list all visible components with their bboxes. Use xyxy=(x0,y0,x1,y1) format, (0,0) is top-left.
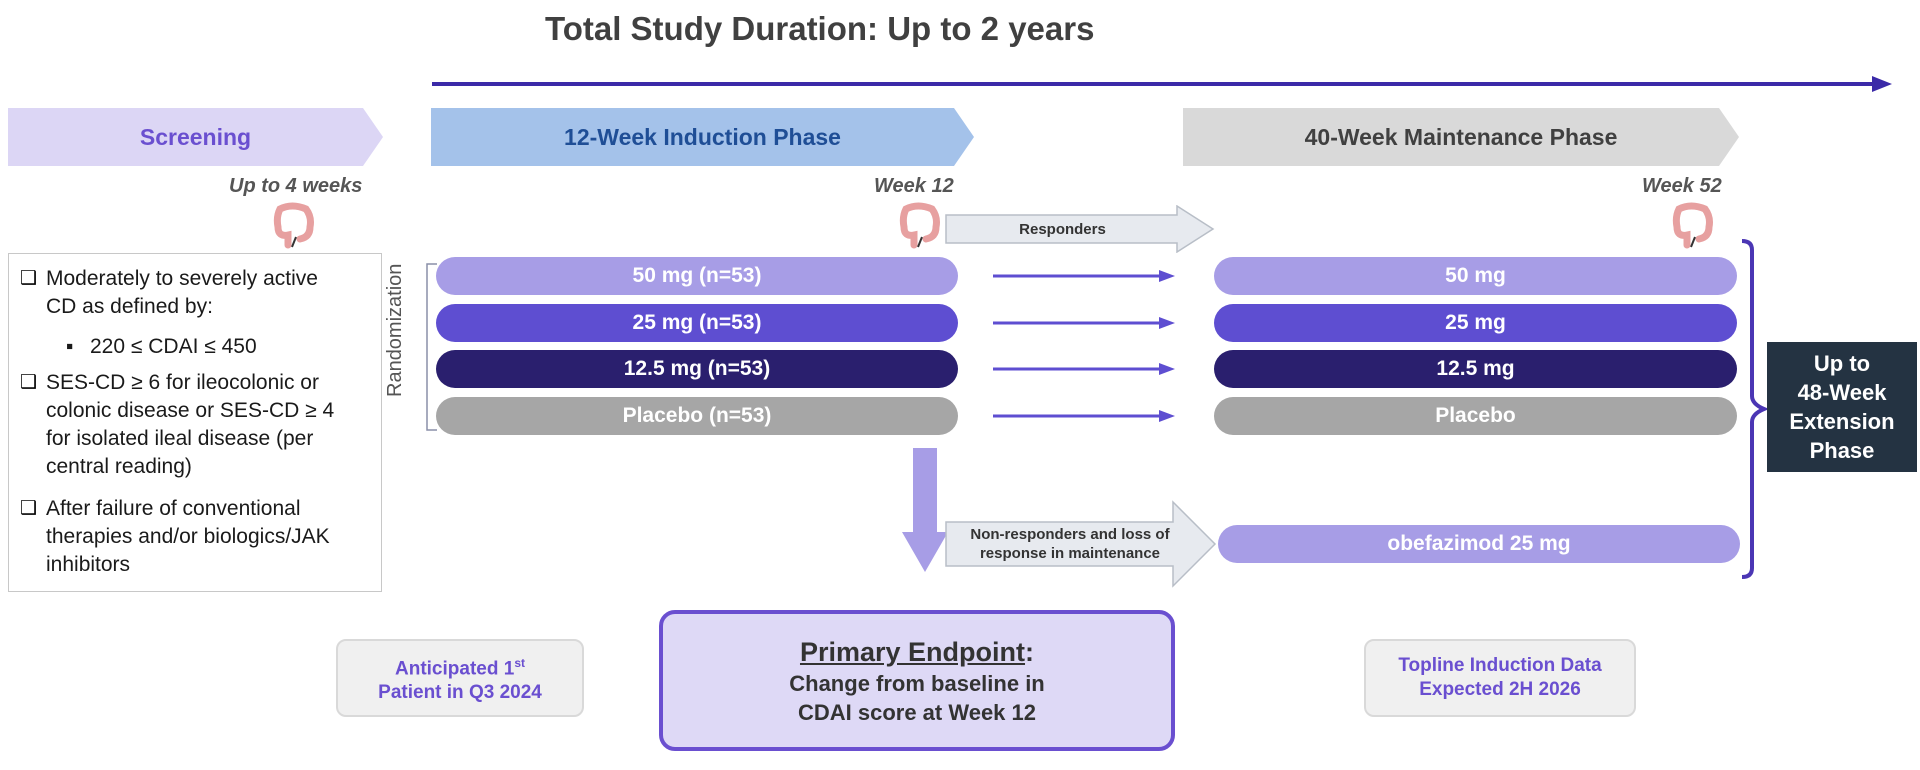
primary-endpoint-heading: Primary Endpoint xyxy=(799,636,1026,667)
arrow-icon xyxy=(993,317,1175,329)
week-12-label: Week 12 xyxy=(874,175,954,197)
induction-arm-placebo: Placebo (n=53) xyxy=(436,397,958,435)
induction-phase-label: 12-Week Induction Phase xyxy=(564,123,841,150)
criterion-3: After failure of conventional therapies … xyxy=(46,497,330,576)
checkbox-icon: ❑ xyxy=(20,498,38,519)
randomization-bracket xyxy=(426,263,437,431)
colon-icon xyxy=(273,202,314,249)
screening-duration-label: Up to 4 weeks xyxy=(229,175,363,197)
page-title: Total Study Duration: Up to 2 years xyxy=(545,10,1095,47)
inclusion-criteria-box xyxy=(8,253,382,592)
extension-bracket xyxy=(1741,239,1770,579)
checkbox-icon: ❑ xyxy=(20,268,38,289)
extension-phase-box: Up to 48-Week Extension Phase xyxy=(1767,342,1917,472)
nonresponders-label: Non-responders and loss of response in m… xyxy=(970,526,1170,562)
maintenance-arm-25mg: 25 mg xyxy=(1214,304,1737,342)
nonresponders-arrow xyxy=(945,500,1217,588)
criterion-1: Moderately to severely active CD as defi… xyxy=(46,267,318,318)
arrow-icon xyxy=(993,363,1175,375)
bullet-icon: ▪ xyxy=(66,335,74,358)
first-patient-milestone: Anticipated 1st Patient in Q3 2024 xyxy=(336,639,584,717)
maintenance-chevron-shape xyxy=(1183,108,1739,166)
primary-endpoint-box: Primary Endpoint: Change from baseline i… xyxy=(659,610,1175,751)
maintenance-arm-50mg: 50 mg xyxy=(1214,257,1737,295)
responders-arrow xyxy=(945,205,1215,253)
rescue-arm-obefazimod: obefazimod 25 mg xyxy=(1218,525,1740,563)
duration-arrow xyxy=(432,76,1892,92)
randomization-label: Randomization xyxy=(384,263,406,397)
topline-data-milestone: Topline Induction Data Expected 2H 2026 xyxy=(1364,639,1636,717)
colon-icon xyxy=(1672,202,1713,249)
checkbox-icon: ❑ xyxy=(20,372,38,393)
maintenance-phase-label: 40-Week Maintenance Phase xyxy=(1304,123,1618,150)
maintenance-arm-12-5mg: 12.5 mg xyxy=(1214,350,1737,388)
screening-chevron-shape xyxy=(8,108,383,166)
screening-phase-label: Screening xyxy=(139,123,252,150)
induction-arm-50mg: 50 mg (n=53) xyxy=(436,257,958,295)
down-arrow xyxy=(902,448,948,572)
arrow-icon xyxy=(993,270,1175,282)
colon-icon xyxy=(899,202,940,249)
induction-arm-12-5mg: 12.5 mg (n=53) xyxy=(436,350,958,388)
induction-chevron-shape xyxy=(431,108,974,166)
criterion-1-cdai: 220 ≤ CDAI ≤ 450 xyxy=(90,335,257,358)
week-52-label: Week 52 xyxy=(1642,175,1722,197)
induction-arm-25mg: 25 mg (n=53) xyxy=(436,304,958,342)
arrow-icon xyxy=(993,410,1175,422)
criterion-2: SES-CD ≥ 6 for ileocolonic or colonic di… xyxy=(46,371,335,478)
maintenance-arm-placebo: Placebo xyxy=(1214,397,1737,435)
responders-label: Responders xyxy=(1019,220,1106,238)
